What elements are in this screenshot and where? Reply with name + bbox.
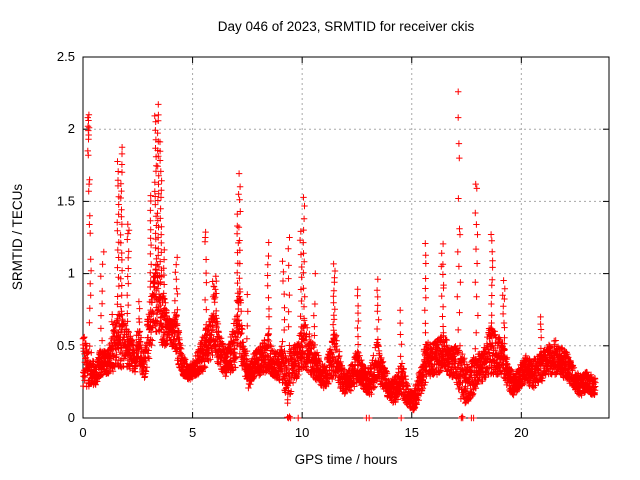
x-tick-label: 15 — [405, 425, 419, 440]
x-tick-label: 20 — [514, 425, 528, 440]
gridlines — [84, 58, 608, 417]
plot-frame — [82, 56, 610, 419]
tick-labels: 0 5 10 15 20 0 0.5 1 1.5 2 2.5 — [57, 49, 529, 440]
x-tick-label: 5 — [189, 425, 196, 440]
plot-border — [82, 56, 610, 419]
chart-title: Day 046 of 2023, SRMTID for receiver cki… — [218, 19, 475, 34]
data-points-scatter — [79, 88, 599, 422]
x-tick-label: 10 — [295, 425, 309, 440]
y-tick-label: 1.5 — [57, 193, 75, 208]
x-tick-label: 0 — [79, 425, 86, 440]
y-axis-label: SRMTID / TECUs — [10, 184, 25, 291]
y-tick-label: 2.5 — [57, 49, 75, 64]
y-tick-label: 0 — [68, 410, 75, 425]
y-tick-label: 0.5 — [57, 338, 75, 353]
y-tick-label: 2 — [68, 121, 75, 136]
x-axis-label: GPS time / hours — [295, 452, 398, 467]
y-tick-label: 1 — [68, 266, 75, 281]
